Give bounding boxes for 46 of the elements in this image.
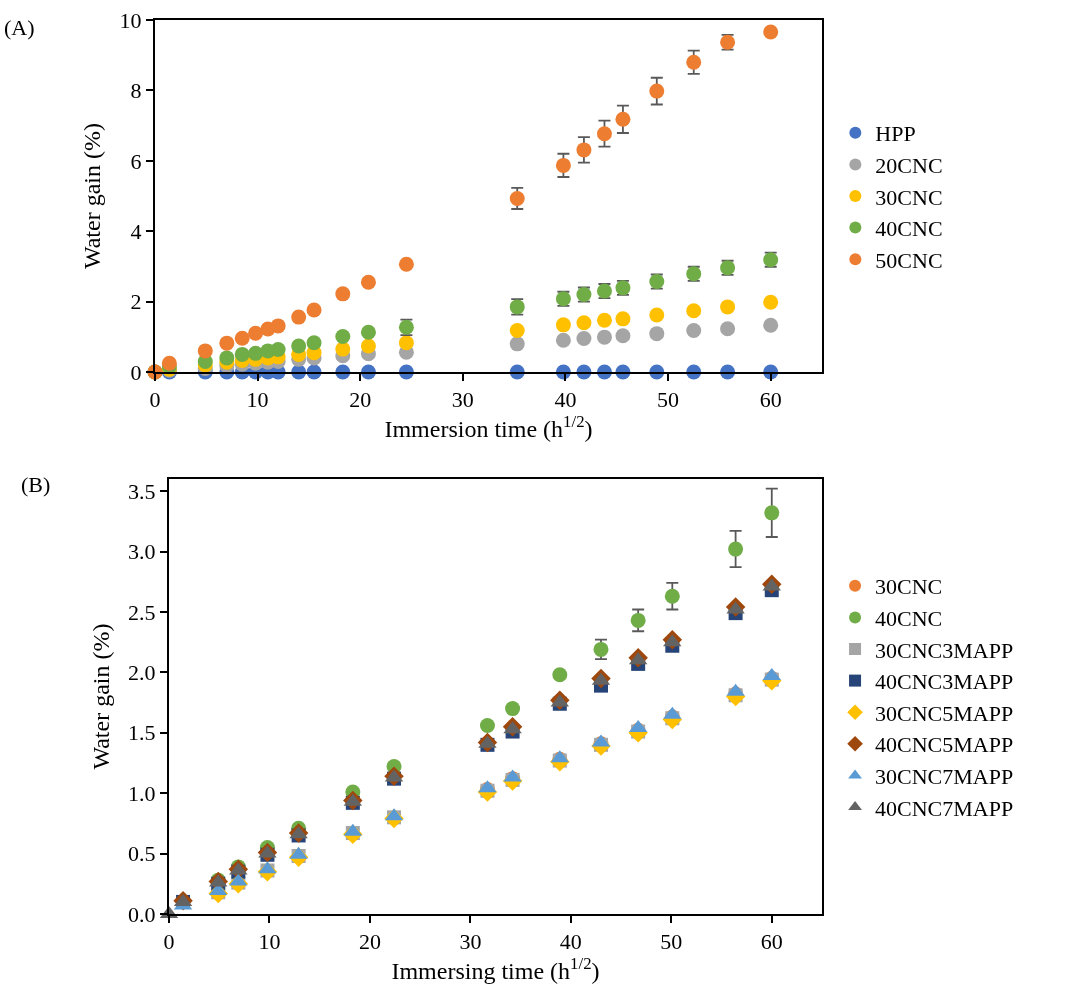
legend-label: 30CNC: [875, 574, 943, 600]
x-tick-label: 50: [660, 929, 683, 955]
legend-label: 30CNC5MAPP: [875, 700, 1014, 726]
x-tick-label: 30: [459, 929, 482, 955]
y-tick-label: 10: [119, 7, 142, 33]
y-tick-label: 3.5: [128, 478, 156, 504]
legend-label: 30CNC: [875, 184, 943, 210]
legend-label: 40CNC7MAPP: [875, 795, 1014, 821]
x-tick-label: 0: [163, 929, 175, 955]
legend-label: 30CNC3MAPP: [875, 637, 1014, 663]
legend-label: 40CNC: [875, 216, 943, 242]
x-tick-label: 30: [451, 387, 474, 413]
y-tick-label: 8: [130, 78, 142, 104]
legend-label: 40CNC3MAPP: [875, 669, 1014, 695]
y-tick-label: 2.5: [128, 599, 156, 625]
y-tick-label: 1.5: [128, 720, 156, 746]
legend-label: 40CNC: [875, 605, 943, 631]
y-tick-label: 0: [130, 359, 142, 385]
x-tick-label: 60: [760, 929, 783, 955]
y-tick-label: 6: [130, 148, 142, 174]
x-tick-label: 60: [759, 387, 782, 413]
legend-label: 50CNC: [875, 247, 943, 273]
text: (B): [21, 472, 51, 497]
legend-label: 30CNC7MAPP: [875, 763, 1014, 789]
legend-label: 20CNC: [875, 152, 943, 178]
x-tick-label: 20: [358, 929, 381, 955]
x-tick-label: 10: [258, 929, 281, 955]
x-tick-label: 20: [349, 387, 372, 413]
x-tick-label: 40: [554, 387, 577, 413]
y-tick-label: 2.0: [128, 660, 156, 686]
legend-label: 40CNC5MAPP: [875, 732, 1014, 758]
y-tick-label: 2: [130, 289, 142, 315]
y-axis-title: Water gain (%): [87, 623, 114, 770]
y-tick-label: 4: [130, 218, 142, 244]
text: (A): [4, 15, 35, 40]
y-tick-label: 0.5: [128, 841, 156, 867]
y-tick-label: 0.0: [128, 901, 156, 927]
x-tick-label: 40: [559, 929, 582, 955]
x-tick-label: 50: [657, 387, 680, 413]
x-axis-title: Immersion time (h$^{1/2}$): [384, 412, 593, 443]
x-axis-title: Immersing time (h$^{1/2}$): [391, 954, 600, 985]
x-tick-label: 10: [246, 387, 269, 413]
legend-label: HPP: [875, 121, 916, 147]
y-axis-title: Water gain (%): [79, 123, 106, 269]
y-tick-label: 1.0: [128, 780, 156, 806]
y-tick-label: 3.0: [128, 539, 156, 565]
